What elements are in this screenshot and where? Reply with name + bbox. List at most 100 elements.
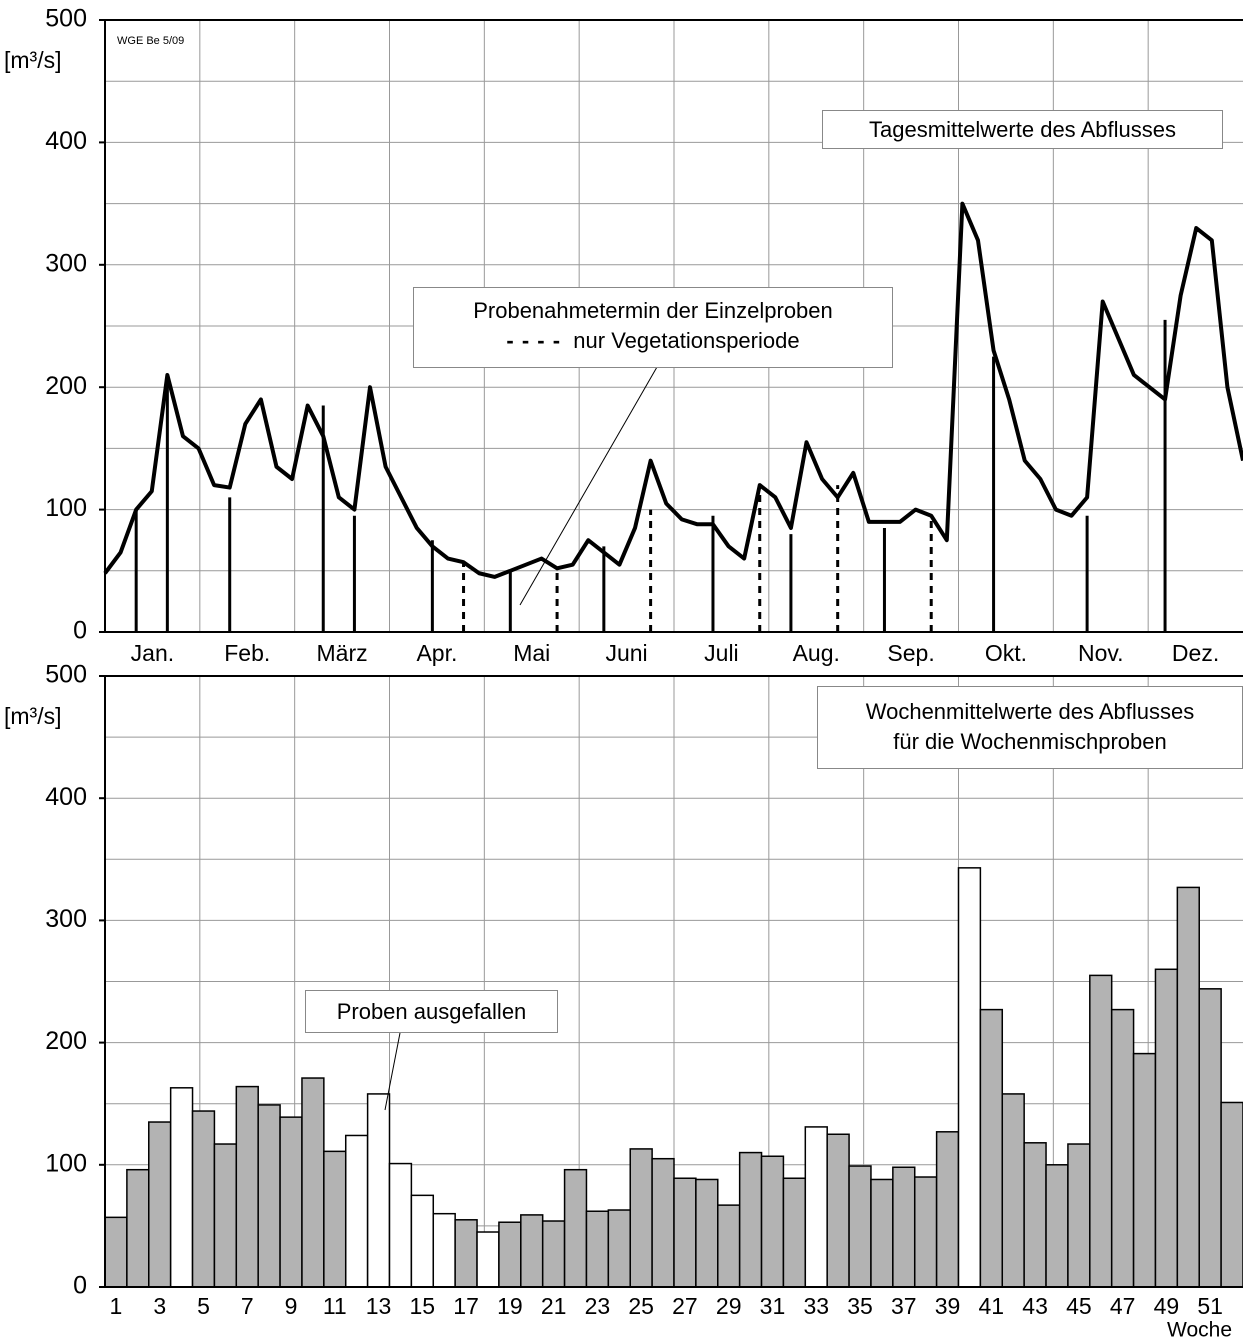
- bar: [301, 1077, 325, 1288]
- y-tick-label: 400: [45, 783, 87, 811]
- bar: [279, 1116, 303, 1288]
- x-tick-label: Mai: [513, 640, 550, 666]
- bar: [1045, 1164, 1069, 1288]
- bar: [607, 1209, 631, 1288]
- y-tick-label: 200: [45, 372, 87, 400]
- x-tick-label: 51: [1197, 1293, 1223, 1319]
- x-tick-label: 37: [891, 1293, 917, 1319]
- series-label: Tagesmittelwerte des Abflusses: [822, 110, 1223, 149]
- y-axis-label: [m³/s]: [4, 703, 62, 729]
- bar: [1001, 1093, 1025, 1288]
- y-tick-label: 300: [45, 905, 87, 933]
- bar: [432, 1212, 456, 1288]
- bar: [870, 1178, 894, 1288]
- bar: [695, 1178, 719, 1288]
- bar: [892, 1166, 916, 1288]
- bar: [1132, 1052, 1157, 1288]
- bar: [563, 1168, 588, 1288]
- x-tick-label: Juni: [605, 640, 647, 666]
- bar: [148, 1121, 172, 1288]
- bar: [169, 1087, 194, 1288]
- x-tick-label: 47: [1110, 1293, 1136, 1319]
- x-tick-label: 19: [497, 1293, 523, 1319]
- y-tick-label: 0: [73, 1272, 87, 1300]
- bar: [1110, 1008, 1135, 1288]
- x-tick-label: 39: [935, 1293, 961, 1319]
- bar: [1154, 968, 1179, 1288]
- legend: Probenahmetermin der Einzelproben - - - …: [413, 287, 893, 368]
- x-tick-label: Apr.: [416, 640, 457, 666]
- bar: [717, 1204, 741, 1288]
- data-line: [103, 201, 1243, 579]
- x-tick-label: 41: [979, 1293, 1005, 1319]
- bar: [935, 1131, 960, 1288]
- x-tick-label: 33: [803, 1293, 829, 1319]
- x-tick-label: Dez.: [1172, 640, 1219, 666]
- bar: [1220, 1101, 1243, 1288]
- x-tick-label: 3: [153, 1293, 166, 1319]
- bar: [520, 1214, 544, 1288]
- y-tick-label: 500: [45, 5, 87, 33]
- x-tick-label: 15: [410, 1293, 436, 1319]
- x-tick-label: Aug.: [793, 640, 840, 666]
- legend-entry: Probenahmetermin der Einzelproben: [473, 298, 833, 323]
- y-tick-label: 500: [45, 661, 87, 689]
- bar: [673, 1177, 697, 1288]
- x-tick-label: Jan.: [131, 640, 174, 666]
- x-tick-label: Juli: [704, 640, 739, 666]
- bar: [366, 1093, 391, 1288]
- x-tick-label: 9: [285, 1293, 298, 1319]
- bar: [344, 1134, 369, 1288]
- bar: [738, 1151, 763, 1288]
- x-tick-label: Sep.: [887, 640, 934, 666]
- bar: [760, 1155, 785, 1288]
- bar: [388, 1162, 413, 1288]
- x-tick-label: Feb.: [224, 640, 270, 666]
- legend-entry: - - - - nur Vegetationsperiode: [506, 328, 800, 353]
- x-tick-label: 31: [760, 1293, 786, 1319]
- x-tick-label: 43: [1022, 1293, 1048, 1319]
- x-tick-label: 5: [197, 1293, 210, 1319]
- bar: [1089, 974, 1113, 1288]
- bar: [629, 1148, 653, 1288]
- bar: [454, 1219, 478, 1288]
- bar: [191, 1110, 216, 1288]
- x-axis-label: Woche: [1167, 1319, 1232, 1342]
- y-tick-label: 0: [73, 617, 87, 645]
- x-tick-label: 45: [1066, 1293, 1092, 1319]
- leader-line: [384, 1032, 401, 1111]
- bar: [804, 1126, 828, 1288]
- x-tick-label: Nov.: [1078, 640, 1124, 666]
- y-tick-label: 400: [45, 127, 87, 155]
- bar: [979, 1008, 1004, 1288]
- y-tick-label: 200: [45, 1027, 87, 1055]
- x-tick-label: März: [317, 640, 368, 666]
- bar: [213, 1143, 238, 1288]
- bar: [585, 1210, 610, 1288]
- bar: [235, 1085, 259, 1288]
- x-tick-label: 13: [366, 1293, 392, 1319]
- bar: [782, 1177, 807, 1288]
- bar: [848, 1165, 872, 1288]
- bar: [498, 1221, 522, 1288]
- x-tick-label: 17: [453, 1293, 479, 1319]
- annotation: Proben ausgefallen: [305, 990, 558, 1033]
- bar: [957, 867, 982, 1288]
- x-tick-label: 23: [585, 1293, 611, 1319]
- bar: [410, 1194, 435, 1288]
- bar: [826, 1133, 850, 1288]
- y-tick-label: 100: [45, 494, 87, 522]
- x-tick-label: 21: [541, 1293, 567, 1319]
- bar: [651, 1157, 675, 1288]
- bar: [476, 1231, 500, 1288]
- bar: [1067, 1143, 1091, 1288]
- x-tick-label: 35: [847, 1293, 873, 1319]
- bar: [1023, 1142, 1047, 1288]
- bar: [541, 1220, 566, 1288]
- bar: [1176, 886, 1200, 1288]
- y-tick-label: 100: [45, 1149, 87, 1177]
- x-tick-label: 29: [716, 1293, 742, 1319]
- x-tick-label: 11: [323, 1293, 347, 1319]
